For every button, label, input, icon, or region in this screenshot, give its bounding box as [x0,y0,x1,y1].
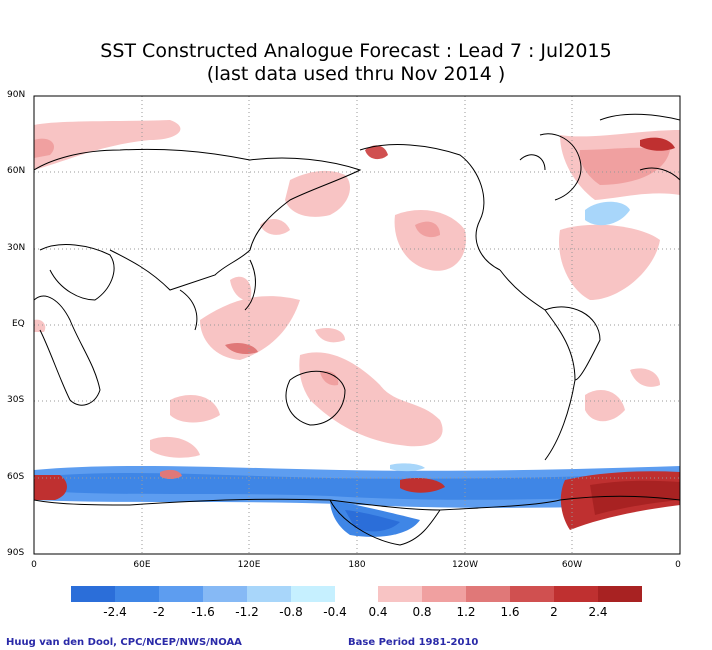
lon-label-60e: 60E [133,560,151,570]
lon-label-120w: 120W [451,560,479,570]
lat-label-30s: 30S [7,395,25,405]
colorbar-label: 2 [550,605,558,619]
graticule [34,96,680,554]
colorbar-swatch-pos1 [378,586,422,602]
colorbar-swatch-neg3 [159,586,203,602]
colorbar-label: 1.2 [456,605,476,619]
lat-label-60n: 60N [7,166,26,176]
colorbar-label: -0.4 [323,605,347,619]
colorbar-label: -2 [153,605,165,619]
colorbar-swatch-pos5 [554,586,598,602]
colorbar-label: 2.4 [588,605,608,619]
colorbar-swatch-pos6 [598,586,642,602]
colorbar [71,586,642,602]
colorbar-swatch-pos4 [510,586,554,602]
lon-label-180: 180 [348,560,366,570]
colorbar-label: -1.2 [235,605,259,619]
lat-label-90n: 90N [7,90,26,100]
lon-label-0: 0 [31,560,37,570]
lon-label-60w: 60W [561,560,583,570]
base-period-note: Base Period 1981-2010 [348,637,479,648]
colorbar-label: 1.6 [500,605,520,619]
colorbar-swatch-pos2 [422,586,466,602]
lat-label-60s: 60S [7,472,25,482]
colorbar-swatch-neg1 [71,586,115,602]
colorbar-label: -1.6 [191,605,215,619]
map-frame [33,95,681,555]
positive-anomaly-patches [34,120,680,458]
colorbar-label: 0.4 [368,605,388,619]
lat-label-30n: 30N [7,243,26,253]
map-title: SST Constructed Analogue Forecast : Lead… [100,40,612,62]
southern-ocean-negative-anomaly [34,463,680,537]
lon-label-120e: 120E [237,560,261,570]
negative-anomaly-patches [585,201,630,226]
southern-ocean-positive-anomaly [34,469,680,530]
colorbar-swatch-neg6 [291,586,335,602]
colorbar-label: -0.8 [279,605,303,619]
colorbar-swatch-neg5 [247,586,291,602]
author-credit: Huug van den Dool, CPC/NCEP/NWS/NOAA [6,637,242,648]
colorbar-label: 0.8 [412,605,432,619]
lon-label-0-east: 0 [675,560,681,570]
lat-label-eq: EQ [12,319,25,329]
colorbar-swatch-neg4 [203,586,247,602]
colorbar-swatch-pos3 [466,586,510,602]
colorbar-label: -2.4 [103,605,127,619]
map-subtitle: (last data used thru Nov 2014 ) [206,63,506,85]
colorbar-swatch-neg2 [115,586,159,602]
lat-label-90s: 90S [7,548,25,558]
